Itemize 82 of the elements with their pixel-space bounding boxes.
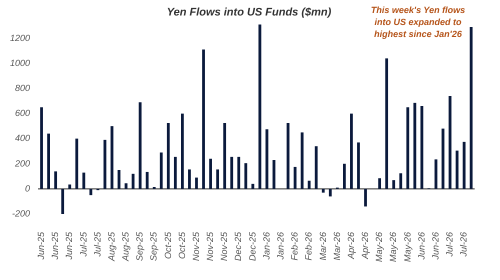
x-tick-label: Aug-25: [120, 231, 131, 262]
x-tick-label: Nov-25: [190, 231, 201, 262]
bar: [308, 180, 311, 189]
bar: [68, 184, 72, 189]
y-tick-label: 200: [14, 158, 30, 168]
bar: [456, 150, 458, 189]
bar: [180, 114, 184, 189]
x-tick-label: Jan-26: [261, 232, 272, 261]
y-tick-label: -200: [12, 208, 30, 218]
bar: [392, 180, 396, 189]
bar: [300, 132, 304, 189]
x-tick-label: May-26: [402, 232, 412, 262]
bar: [448, 96, 452, 189]
bar: [244, 163, 248, 189]
y-tick-label: 1200: [10, 32, 30, 43]
bar: [138, 102, 142, 189]
bar: [132, 174, 135, 189]
y-tick-label: 800: [14, 82, 30, 93]
x-tick-label: Feb-26: [304, 232, 314, 261]
x-tick-label: Oct-25: [162, 231, 173, 260]
bar: [104, 140, 106, 189]
bar: [82, 172, 86, 189]
bar: [462, 142, 466, 189]
x-tick-label: Jun-26: [416, 232, 426, 261]
bar: [434, 159, 438, 189]
x-tick-label: Jan-26: [276, 232, 286, 261]
bar: [40, 107, 43, 189]
x-tick-label: Sep-25: [134, 231, 145, 262]
x-tick-label: Oct-25: [176, 231, 187, 260]
bar: [378, 178, 382, 189]
bar: [258, 24, 262, 189]
bar: [188, 169, 191, 189]
bar: [89, 188, 92, 196]
bar: [118, 170, 120, 189]
x-tick-label: Aug-25: [106, 231, 116, 262]
x-tick-label: Jun-25: [50, 231, 60, 261]
bar: [47, 134, 50, 189]
x-tick-label: Apr-26: [360, 232, 370, 260]
x-tick-label: Dec-25: [233, 231, 244, 262]
y-tick-label: 0: [25, 183, 30, 194]
x-tick-label: May-26: [388, 232, 398, 262]
bar: [364, 188, 367, 206]
bar: [195, 178, 198, 189]
chart-title: Yen Flows into US Funds ($mn): [166, 6, 332, 19]
bar: [294, 166, 296, 189]
bar: [442, 128, 444, 189]
x-tick-label: Jun-25: [64, 231, 74, 261]
x-tick-label: Apr-26: [346, 232, 356, 260]
bar: [54, 171, 58, 189]
bar: [124, 183, 128, 189]
x-tick-label: Mar-26: [318, 232, 328, 260]
y-tick-label: 400: [14, 133, 30, 144]
x-tick-label: Nov-25: [219, 231, 230, 262]
bar: [209, 158, 212, 189]
annotation: This week's Yen flows into US expanded to highest since Jan'26: [370, 4, 466, 39]
x-tick-label: Jul-25: [78, 231, 88, 258]
bar: [174, 156, 177, 189]
x-tick-label: Dec-25: [247, 231, 258, 262]
bar: [286, 122, 290, 189]
x-tick-label: May-26: [374, 232, 384, 262]
x-tick-label: Feb-26: [290, 232, 300, 261]
bar: [350, 114, 353, 189]
bar: [399, 173, 402, 189]
x-tick-label: Jul-26: [444, 232, 455, 258]
x-tick-label: Nov-25: [205, 231, 216, 262]
bar: [202, 50, 205, 189]
x-tick-label: Mar-26: [332, 232, 342, 260]
bar: [272, 160, 276, 189]
x-tick-label: Jun-26: [430, 232, 440, 261]
y-tick-label: 600: [14, 108, 30, 118]
bar: [420, 106, 424, 189]
bar: [216, 169, 220, 189]
bar: [266, 129, 268, 189]
x-tick-label: Jul-25: [92, 231, 102, 258]
x-tick-label: Jun-25: [36, 231, 46, 261]
y-tick-label: 1000: [10, 58, 30, 68]
bar: [342, 164, 346, 189]
bar: [357, 142, 360, 189]
x-tick-label: Sep-25: [148, 231, 159, 262]
x-tick-label: Jul-26: [458, 232, 469, 258]
bar: [110, 126, 114, 189]
bar: [385, 58, 388, 189]
